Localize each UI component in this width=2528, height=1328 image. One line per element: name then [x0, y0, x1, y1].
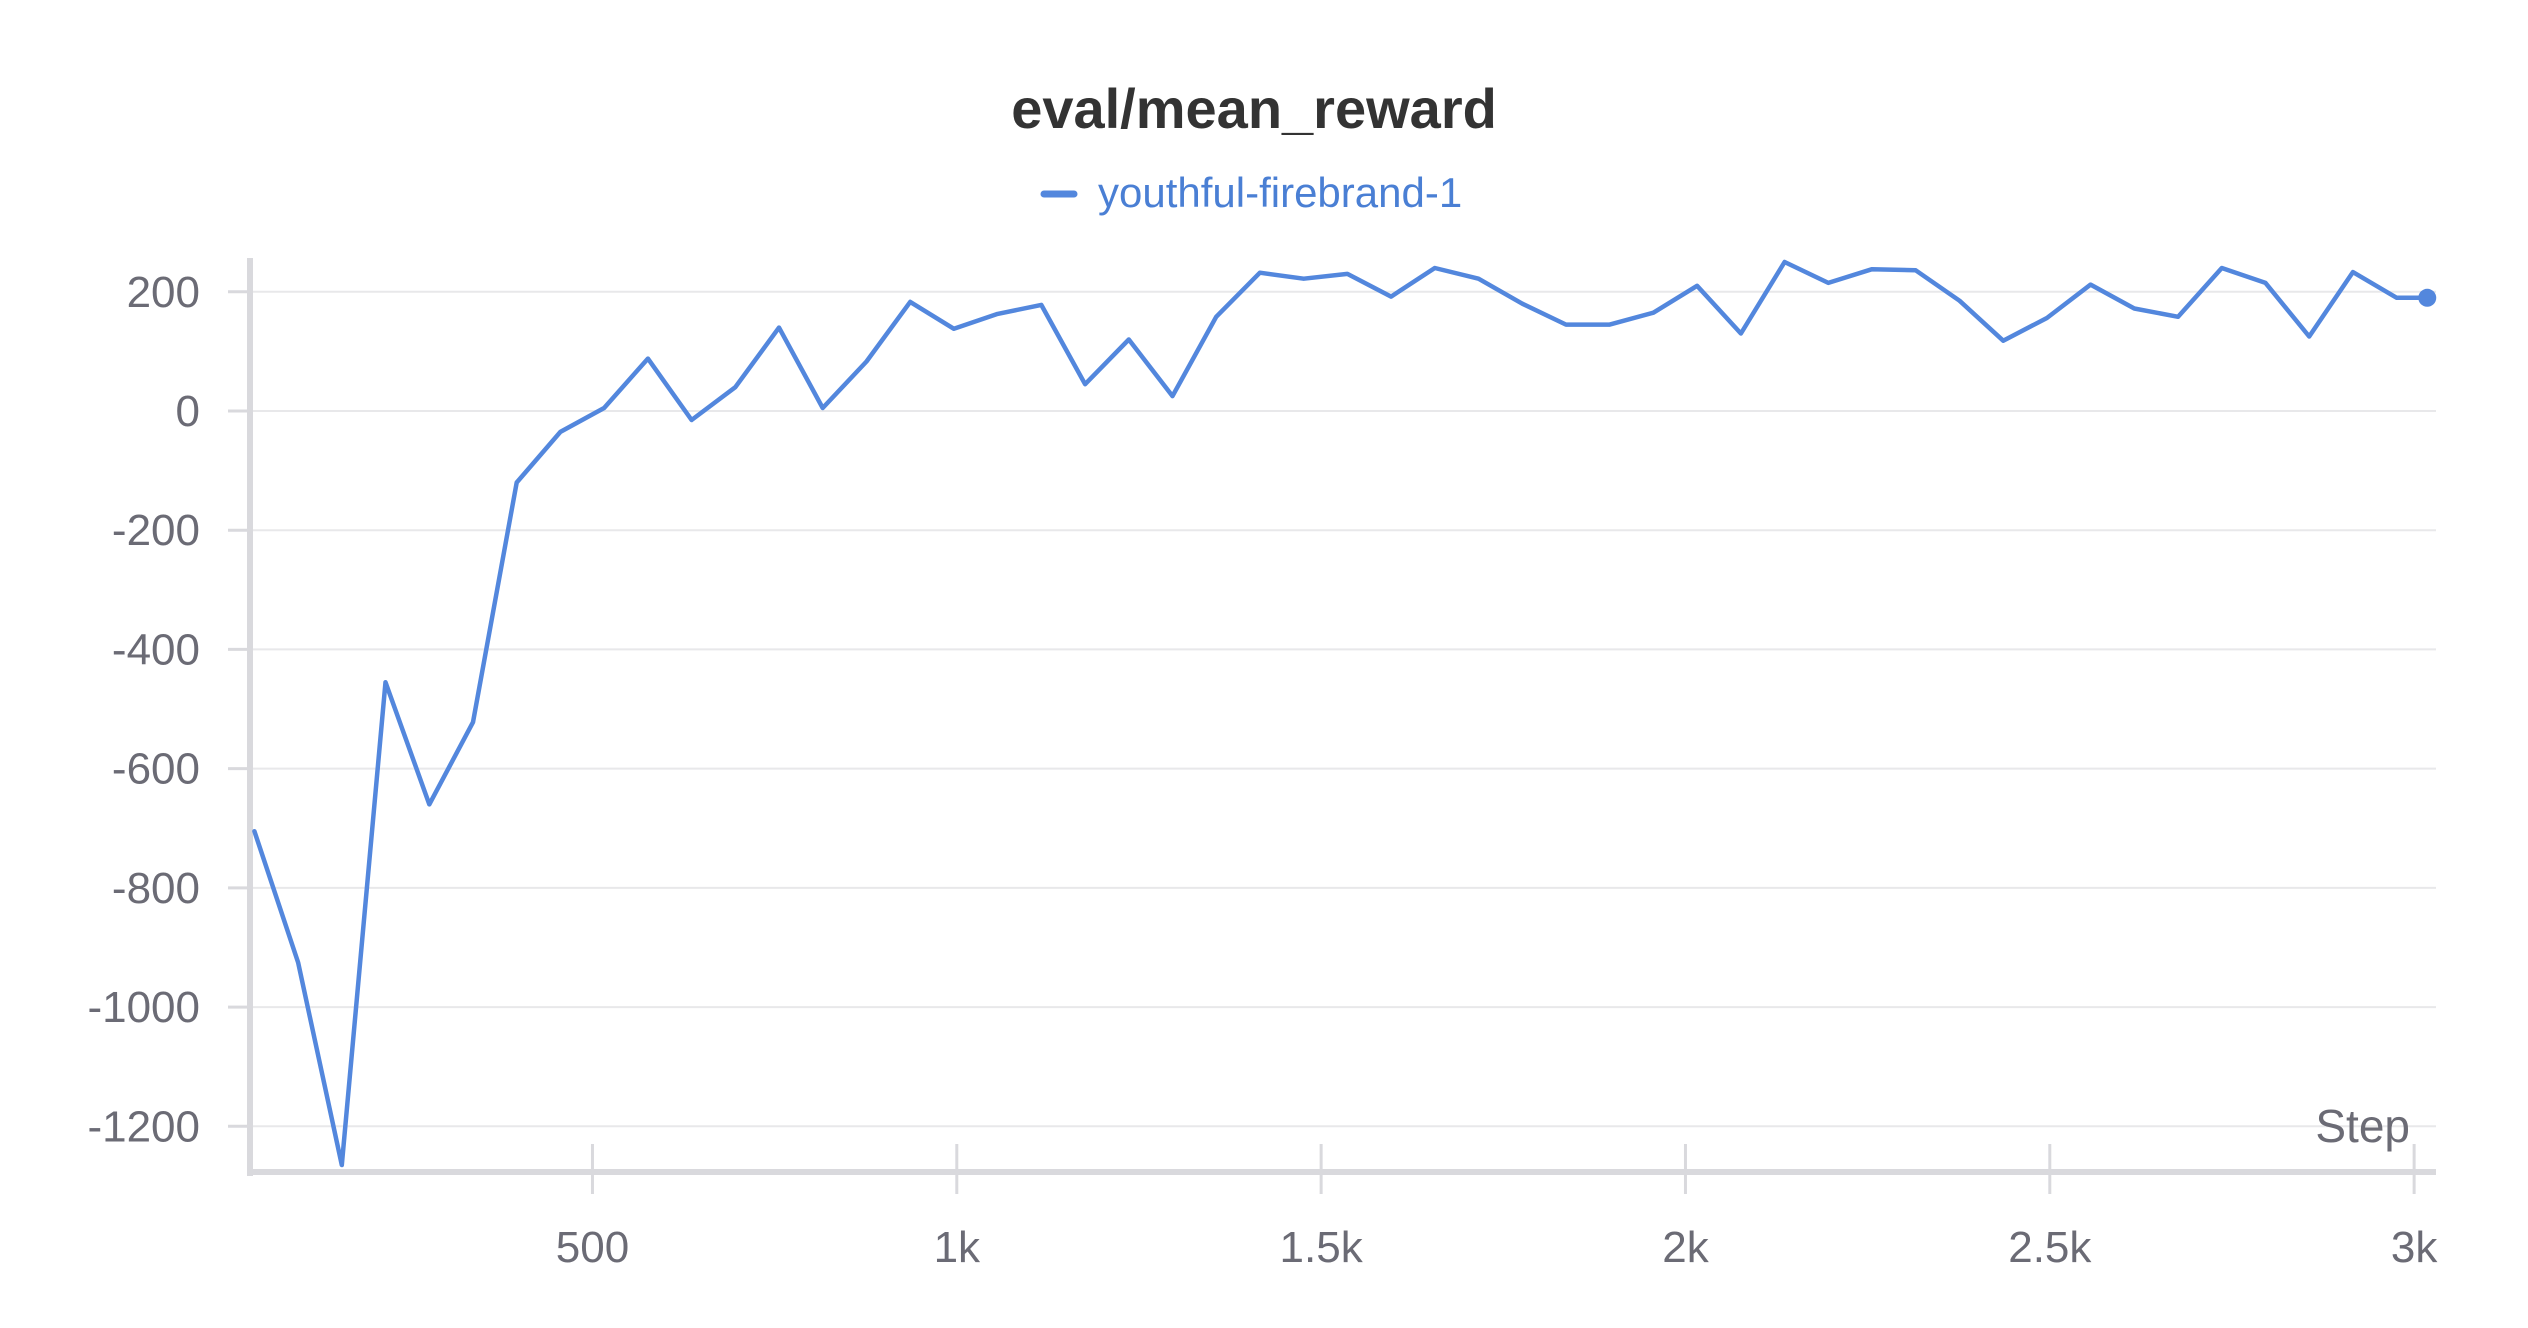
legend-label-youthful-firebrand-1[interactable]: youthful-firebrand-1 — [1098, 169, 1462, 216]
series-layer — [252, 259, 2437, 1168]
y-tick-labels: 200 0 -200 -400 -600 -800 -1000 -1200 — [87, 268, 200, 1151]
y-tick-label: -200 — [112, 506, 200, 555]
x-tick-label: 1.5k — [1280, 1223, 1364, 1272]
y-tick-label: -1000 — [87, 983, 200, 1032]
chart-title: eval/mean_reward — [1011, 77, 1497, 140]
y-tick-label: -800 — [112, 864, 200, 913]
x-tick-label: 1k — [934, 1223, 981, 1272]
series-line-youthful-firebrand-1[interactable] — [252, 259, 2430, 1168]
y-tick-label: -1200 — [87, 1102, 200, 1151]
series-endpoint-youthful-firebrand-1[interactable] — [2418, 288, 2437, 307]
y-tick-label: -400 — [112, 625, 200, 674]
x-tick-label: 500 — [556, 1223, 629, 1272]
x-axis-title: Step — [2315, 1100, 2410, 1152]
legend[interactable]: youthful-firebrand-1 — [1040, 169, 1462, 216]
y-tick-label: 0 — [176, 387, 200, 436]
axes — [247, 258, 2436, 1176]
y-tick-label: -600 — [112, 745, 200, 794]
x-tick-labels: 500 1k 1.5k 2k 2.5k 3k — [556, 1223, 2439, 1272]
y-tick-label: 200 — [127, 268, 200, 317]
x-tick-label: 2.5k — [2008, 1223, 2092, 1272]
grid-lines — [228, 290, 2436, 1194]
x-tick-label: 3k — [2391, 1223, 2438, 1272]
x-tick-label: 2k — [1662, 1223, 1709, 1272]
